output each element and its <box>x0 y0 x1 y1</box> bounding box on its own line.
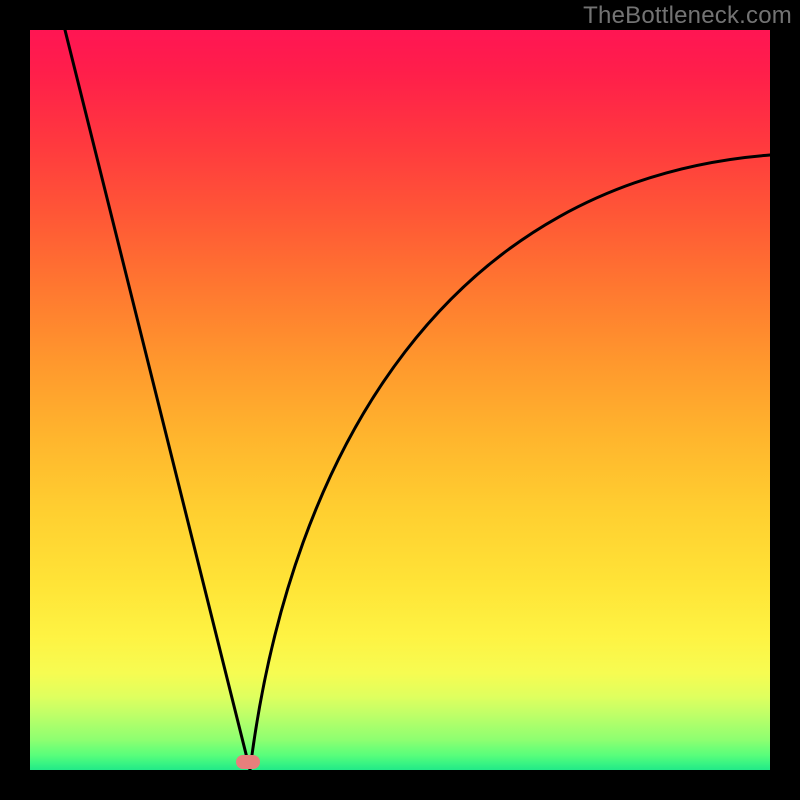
chart-background <box>30 30 770 770</box>
chart-svg <box>0 0 800 800</box>
bottleneck-chart: TheBottleneck.com <box>0 0 800 800</box>
optimum-marker <box>236 755 260 769</box>
watermark-text: TheBottleneck.com <box>583 2 792 30</box>
